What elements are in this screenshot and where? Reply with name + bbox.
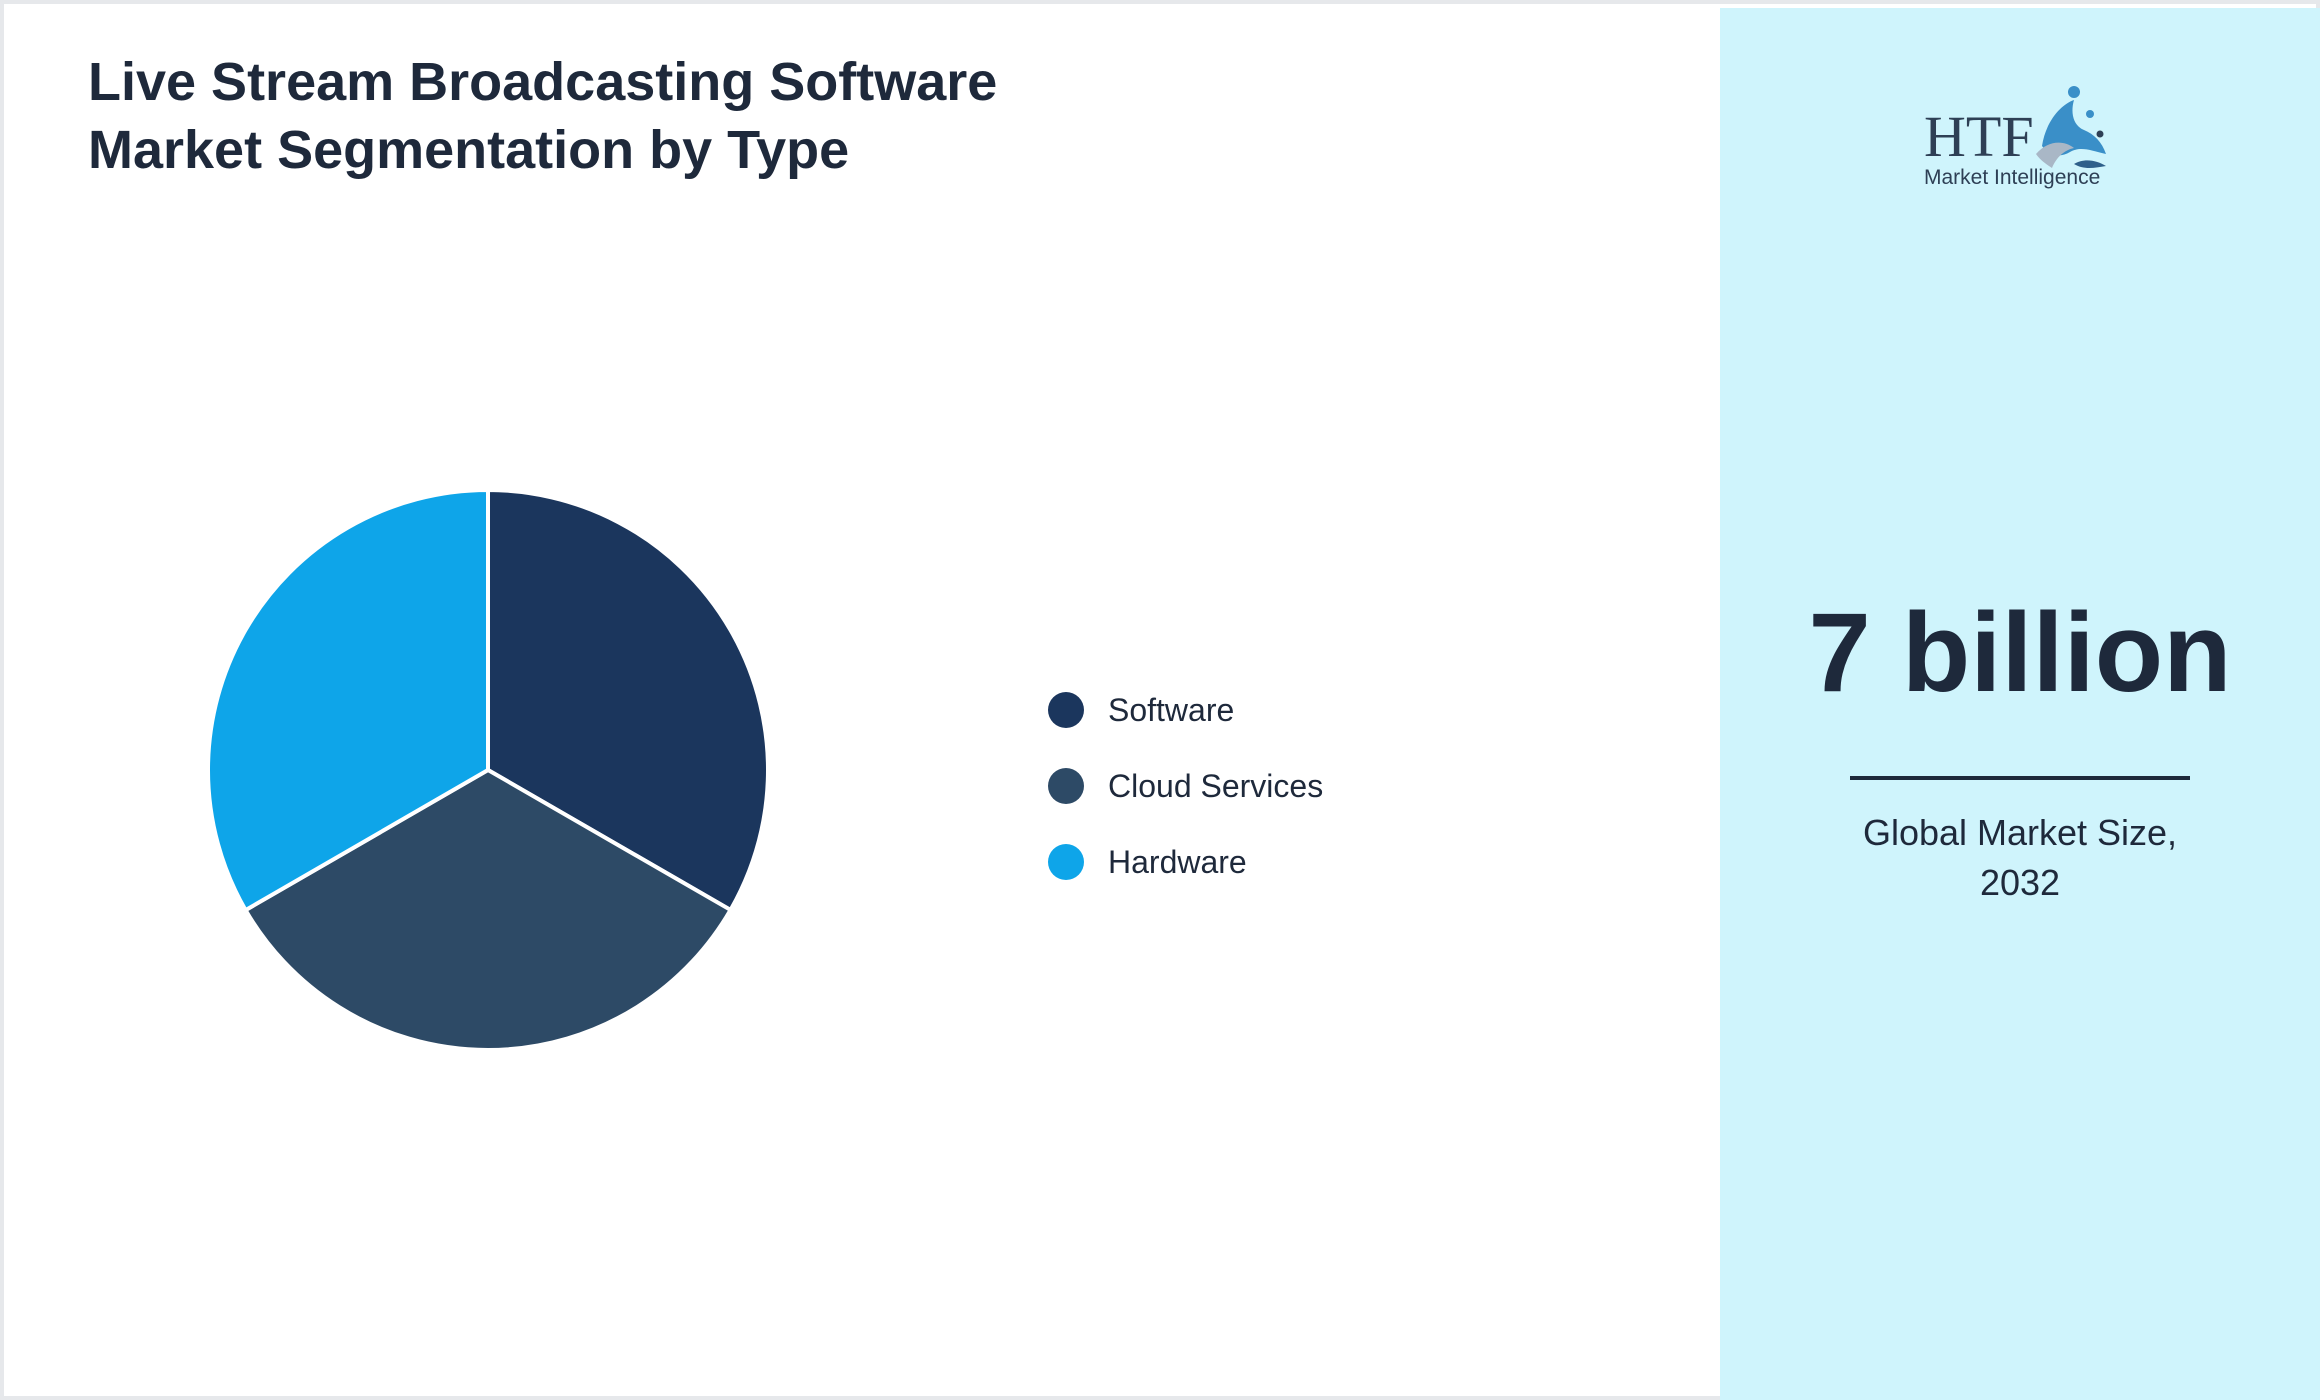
market-size-caption: Global Market Size, 2032 — [1862, 812, 2178, 903]
legend-item-cloud-services: Cloud Services — [1048, 748, 1323, 824]
legend-swatch — [1048, 692, 1084, 728]
legend-label: Hardware — [1108, 843, 1247, 880]
divider — [1850, 776, 2190, 780]
summary-panel: HTF Market Intelligence 7 billion Global… — [1720, 8, 2320, 1400]
pie-slice-cloud-services — [243, 768, 733, 1052]
pie-slice-hardware — [206, 488, 490, 913]
legend-item-software: Software — [1048, 672, 1323, 748]
legend-label: Cloud Services — [1108, 767, 1324, 804]
legend-swatch — [1048, 768, 1084, 804]
logo-wordmark: HTF — [1924, 104, 2034, 169]
legend-label: Software — [1108, 691, 1235, 728]
legend-item-hardware: Hardware — [1048, 824, 1323, 900]
market-size-value: 7 billion — [1808, 590, 2232, 715]
htf-logo: HTF Market Intelligence — [1924, 86, 2106, 189]
chart-title: Live Stream Broadcasting Software Market… — [88, 52, 998, 180]
legend-swatch — [1048, 844, 1084, 880]
chart-legend: Software Cloud Services Hardware — [1048, 672, 1323, 900]
pie-chart — [206, 488, 770, 1052]
logo-tagline: Market Intelligence — [1924, 166, 2100, 189]
chart-panel: Live Stream Broadcasting Software Market… — [8, 8, 1720, 1400]
pie-slice-software — [486, 488, 770, 912]
